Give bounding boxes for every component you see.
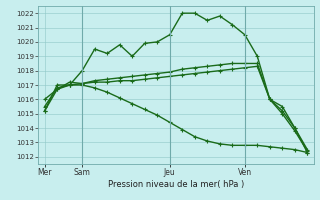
X-axis label: Pression niveau de la mer( hPa ): Pression niveau de la mer( hPa ) <box>108 180 244 189</box>
